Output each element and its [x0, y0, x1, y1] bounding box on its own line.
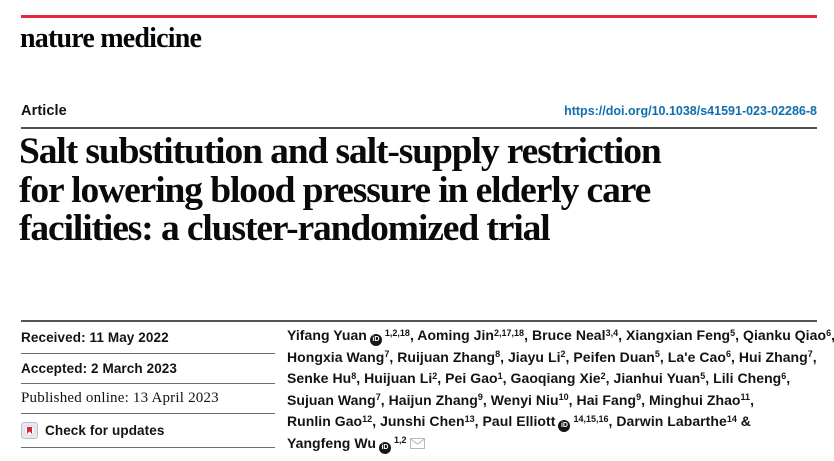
article-title-line: facilities: a cluster-randomized trial	[19, 208, 551, 249]
author-affiliation-superscript: 5	[700, 370, 706, 381]
received-date: Received: 11 May 2022	[21, 322, 275, 354]
author-line: Sujuan Wang7, Haijun Zhang9, Wenyi Niu10…	[287, 391, 821, 413]
author-name-text: Yifang Yuan	[287, 327, 367, 343]
orcid-icon[interactable]: iD	[558, 420, 571, 433]
author-affiliation-superscript: 9	[636, 392, 642, 403]
author-name-text: , Huijuan Li	[356, 370, 433, 387]
author-name-text: , Gaoqiang Xie	[502, 370, 601, 387]
author-name-text: , Jiayu Li	[500, 348, 561, 365]
author-affiliation-superscript: 5	[654, 349, 660, 360]
author-affiliation-superscript: 2,17,18	[494, 327, 525, 338]
author-name-text: , Jianhui Yuan	[605, 370, 701, 387]
author-line: Yifang Yuan iD1,2,18, Aoming Jin2,17,18, …	[287, 326, 834, 348]
author-affiliation-superscript: 1,2	[393, 435, 407, 446]
author-affiliation-superscript: 1	[497, 370, 503, 381]
author-name-text: Senke Hu	[287, 370, 352, 387]
author-affiliation-superscript: 8	[495, 349, 501, 360]
author-affiliation-superscript: 13	[464, 413, 475, 424]
author-affiliation-superscript: 14,15,16	[573, 413, 609, 424]
author-affiliation-superscript: 10	[558, 392, 569, 403]
author-name-text: , Qianku Qiao	[735, 327, 827, 343]
author-affiliation-superscript: 9	[477, 392, 483, 403]
doi-link[interactable]: https://doi.org/10.1038/s41591-023-02286…	[564, 104, 817, 118]
header-divider	[21, 127, 817, 129]
author-name-text: Hongxia Wang	[287, 348, 385, 365]
author-affiliation-superscript: 1,2,18	[384, 327, 410, 338]
author-affiliation-superscript: 2	[432, 370, 438, 381]
check-for-updates-label: Check for updates	[45, 423, 165, 438]
article-dates-panel: Received: 11 May 2022 Accepted: 2 March …	[21, 322, 275, 448]
author-name-text: Sujuan Wang	[287, 391, 376, 408]
author-affiliation-superscript: 7	[375, 392, 381, 403]
author-name-text: , La'e Cao	[659, 348, 726, 365]
author-name-text: , Pei Gao	[437, 370, 498, 387]
author-affiliation-superscript: 8	[351, 370, 357, 381]
author-list: Yifang Yuan iD1,2,18, Aoming Jin2,17,18, …	[287, 326, 834, 456]
author-affiliation-superscript: 2	[560, 349, 566, 360]
author-name-text: , Ruijuan Zhang	[389, 348, 496, 365]
orcid-icon[interactable]: iD	[378, 441, 391, 454]
article-title-line: for lowering blood pressure in elderly c…	[19, 169, 651, 211]
author-affiliation-superscript: 7	[384, 349, 390, 360]
author-name-text: , Hui Zhang	[730, 348, 808, 365]
journal-logo: nature medicine	[20, 23, 202, 54]
author-affiliation-superscript: 12	[362, 413, 373, 424]
author-affiliation-superscript: 3,4	[605, 327, 619, 338]
author-name-text: , Darwin Labarthe	[608, 413, 727, 430]
author-line: Yangfeng Wu iD1,2	[287, 434, 821, 456]
author-line: Senke Hu8, Huijuan Li2, Pei Gao1, Gaoqia…	[287, 369, 821, 391]
author-line: Hongxia Wang7, Ruijuan Zhang8, Jiayu Li2…	[287, 348, 821, 370]
author-affiliation-superscript: 6	[781, 370, 787, 381]
author-name-text: Yangfeng Wu	[287, 434, 376, 451]
author-affiliation-superscript: 7	[807, 349, 813, 360]
author-name-text: Runlin Gao	[287, 413, 363, 430]
article-title-line: Salt substitution and salt-supply restri…	[19, 131, 662, 172]
article-title: Salt substitution and salt-supply restri…	[19, 131, 823, 249]
author-affiliation-superscript: 6	[725, 349, 731, 360]
author-name-text: ,	[812, 348, 817, 365]
author-name-text: , Aoming Jin	[409, 327, 495, 343]
author-name-text: &	[736, 413, 751, 430]
author-affiliation-superscript: 5	[730, 327, 736, 338]
author-affiliation-superscript: 14	[726, 413, 737, 424]
author-name-text: , Hai Fang	[568, 391, 637, 408]
orcid-icon[interactable]: iD	[369, 334, 382, 346]
author-name-text: , Bruce Neal	[524, 327, 606, 343]
article-type-label: Article	[21, 103, 67, 119]
author-name-text: ,	[750, 391, 755, 408]
section-divider	[21, 320, 817, 322]
author-name-text: , Paul Elliott	[474, 413, 556, 430]
author-name-text: , Minghui Zhao	[641, 391, 741, 408]
author-name-text: , Peifen Duan	[565, 348, 655, 365]
author-name-text: , Xiangxian Feng	[618, 327, 731, 343]
brand-accent-bar	[21, 15, 817, 18]
author-name-text: , Lili Cheng	[705, 370, 782, 387]
author-name-text: ,	[831, 327, 834, 343]
email-envelope-icon[interactable]	[410, 435, 426, 455]
article-header-row: Article https://doi.org/10.1038/s41591-0…	[21, 103, 817, 119]
check-for-updates-button[interactable]: Check for updates	[21, 414, 275, 448]
author-affiliation-superscript: 2	[600, 370, 606, 381]
author-name-text: , Haijun Zhang	[380, 391, 478, 408]
author-affiliation-superscript: 11	[740, 392, 751, 403]
author-name-text: ,	[786, 370, 791, 387]
author-affiliation-superscript: 6	[826, 327, 832, 338]
published-date: Published online: 13 April 2023	[21, 384, 275, 414]
author-name-text: , Junshi Chen	[372, 413, 465, 430]
author-line: Runlin Gao12, Junshi Chen13, Paul Elliot…	[287, 412, 821, 434]
crossmark-icon	[21, 422, 38, 439]
author-name-text: , Wenyi Niu	[482, 391, 559, 408]
accepted-date: Accepted: 2 March 2023	[21, 354, 275, 384]
